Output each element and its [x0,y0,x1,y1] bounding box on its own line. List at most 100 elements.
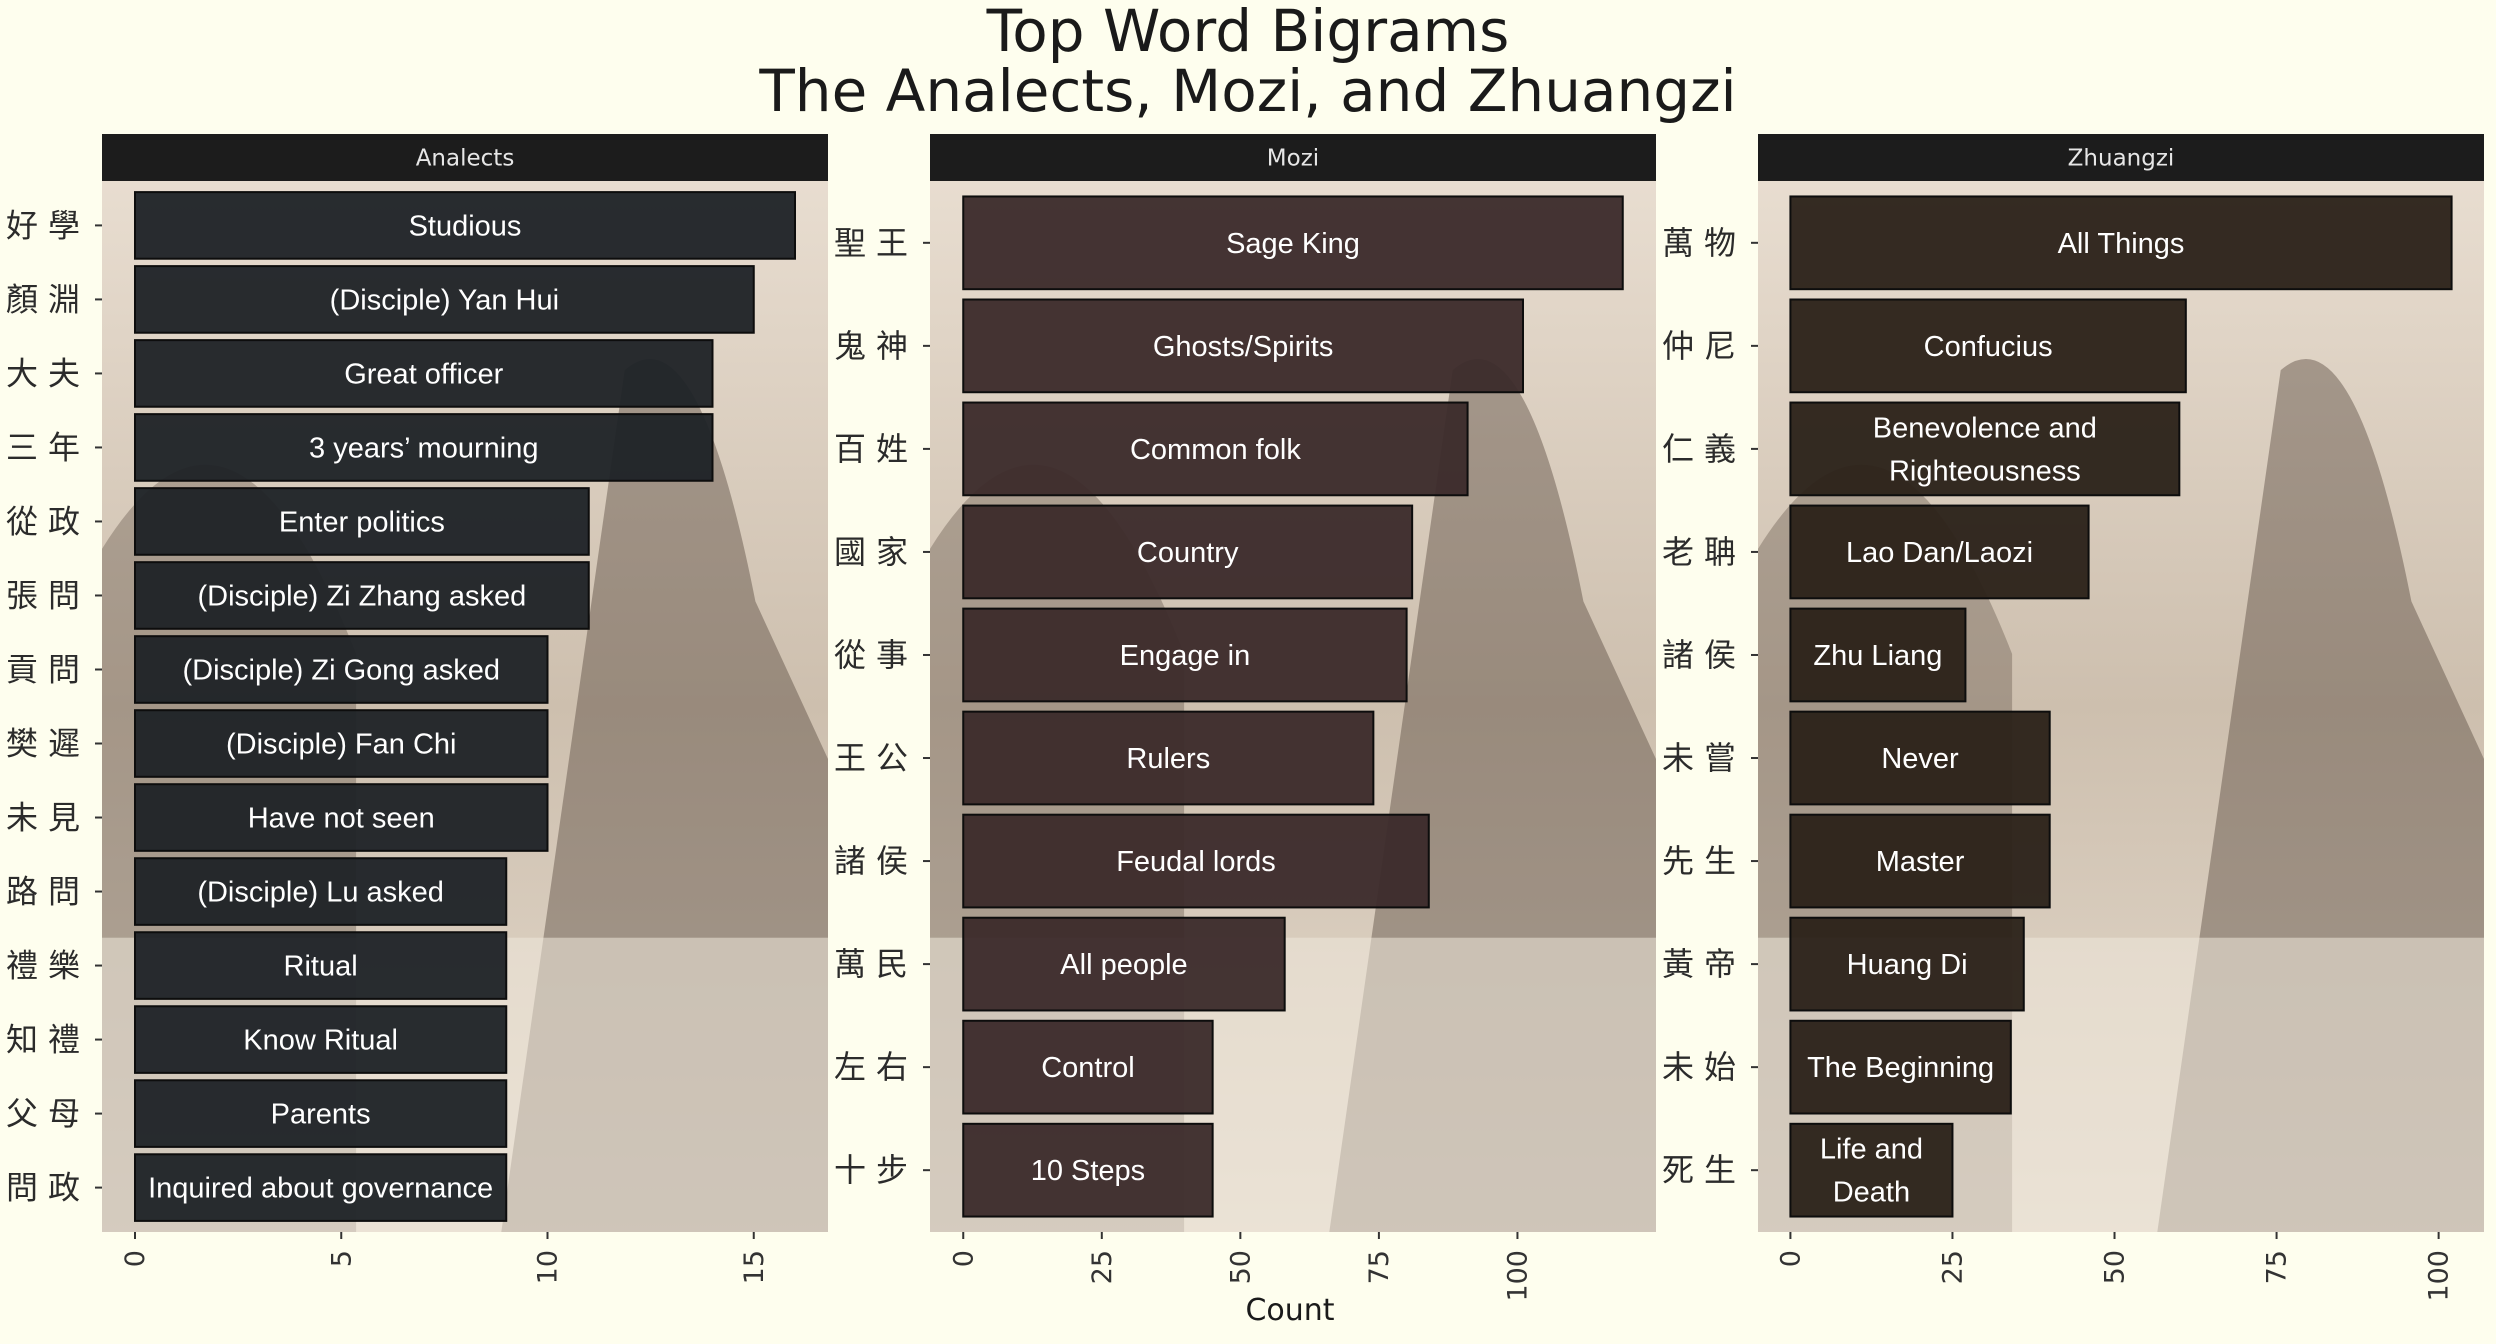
panel-strip [930,134,1656,181]
panel-mozi: Mozi Sage King 聖王 Ghosts/Spirits 鬼神 Common fo… [834,134,1656,1302]
x-tick-label: 5 [326,1250,357,1267]
x-tick-label: 25 [1937,1250,1968,1284]
bar [134,709,549,778]
bar-label: Master [1876,846,1965,878]
panel-title: Zhuangzi [2068,146,2175,172]
bar-label: Benevolence and Righteousness [1873,412,2097,487]
bar [134,931,508,1000]
bar [134,265,755,334]
chart-title-line-2: The Analects, Mozi, and Zhuangzi [759,57,1737,125]
bar-label: (Disciple) Zi Zhang asked [197,580,526,612]
bar [962,607,1408,703]
x-tick-label: 25 [1087,1250,1118,1284]
bar-label: Know Ritual [243,1025,398,1057]
panel-title: Mozi [1267,146,1319,172]
bar-label: Rulers [1126,743,1210,775]
y-tick-label: 鬼神 [834,327,918,365]
bar-label: (Disciple) Lu asked [197,877,444,909]
y-tick-label: 貢問 [6,650,90,688]
bar [962,916,1286,1012]
bar [962,195,1624,291]
bar [962,1019,1214,1115]
y-tick-label: 父母 [6,1095,90,1133]
x-tick-label: 10 [533,1250,564,1284]
bar [134,339,714,408]
bar [134,635,549,704]
x-axis-label: Count [1245,1293,1335,1328]
bar [1789,813,2051,909]
y-tick-label: 萬物 [1662,224,1746,262]
y-tick-label: 百姓 [834,430,918,468]
x-tick-label: 75 [2262,1250,2293,1284]
bar [134,1079,508,1148]
bar-label: Lao Dan/Laozi [1846,537,2033,569]
y-tick-label: 諸侯 [1662,636,1746,674]
bar [1789,504,2090,600]
bar-label: Country [1137,537,1239,569]
bar-label: Inquired about governance [148,1173,493,1205]
y-tick-label: 黃帝 [1662,945,1746,983]
y-tick-label: 問政 [6,1169,90,1207]
y-tick-label: 老聃 [1662,533,1746,571]
bar-label: 3 years’ mourning [309,432,538,464]
bar [1789,710,2051,806]
bar-label: Zhu Liang [1813,640,1942,672]
chart-title-line-1: Top Word Bigrams [986,0,1510,65]
y-tick-label: 先生 [1662,842,1746,880]
x-tick-label: 50 [1225,1250,1256,1284]
bar-label: Ritual [284,951,358,983]
y-tick-label: 未嘗 [1662,739,1746,777]
bar-label: Ghosts/Spirits [1153,331,1334,363]
y-tick-label: 顏淵 [6,280,90,318]
bar [1789,1122,1954,1218]
bar-label: Life and Death [1820,1134,1923,1209]
y-tick-label: 未始 [1662,1048,1746,1086]
y-tick-label: 禮樂 [6,947,90,985]
y-tick-label: 樊遲 [6,725,90,763]
y-tick-label: 從政 [6,502,90,540]
y-tick-label: 王公 [834,739,918,777]
bar-label: (Disciple) Zi Gong asked [183,654,501,686]
bar [134,783,549,852]
bar [134,487,590,556]
bar-label: Parents [271,1099,371,1131]
bar-label: Huang Di [1847,949,1968,981]
y-tick-label: 仲尼 [1662,327,1746,365]
y-tick-label: 左右 [834,1048,918,1086]
bar [134,1005,508,1074]
y-tick-label: 知禮 [6,1021,90,1059]
bar [1789,298,2187,394]
y-tick-label: 萬民 [834,945,918,983]
bar [134,857,508,926]
y-tick-label: 死生 [1662,1151,1746,1189]
panel-analects: Analects Studious 好學 (Disciple) Yan Hui 顏淵 Gr… [6,134,828,1284]
bar [962,298,1524,394]
bar [962,504,1414,600]
y-tick-label: 張問 [6,576,90,614]
bar-label: Sage King [1226,228,1360,260]
bar [1789,195,2453,291]
bar [1789,1019,2012,1115]
x-tick-label: 15 [739,1250,770,1284]
bar-label: (Disciple) Yan Hui [330,284,559,316]
y-tick-label: 未見 [6,799,90,837]
bar-label: (Disciple) Fan Chi [226,729,456,761]
y-tick-label: 路問 [6,873,90,911]
bar [1789,401,2181,497]
x-tick-label: 0 [120,1250,151,1267]
bar-label: Engage in [1120,640,1251,672]
chart-title: Top Word Bigrams The Analects, Mozi, and… [0,2,2496,122]
y-tick-label: 十步 [834,1151,918,1189]
bar [134,1153,508,1222]
bar-label: Confucius [1924,331,2053,363]
bar [1789,916,2025,1012]
bar-label: Have not seen [248,803,435,835]
y-tick-label: 國家 [834,533,918,571]
x-tick-label: 75 [1364,1250,1395,1284]
panel-strip [1758,134,2484,181]
bar-label: Enter politics [279,506,445,538]
bar-label: Control [1041,1052,1135,1084]
y-tick-label: 大夫 [6,354,90,392]
